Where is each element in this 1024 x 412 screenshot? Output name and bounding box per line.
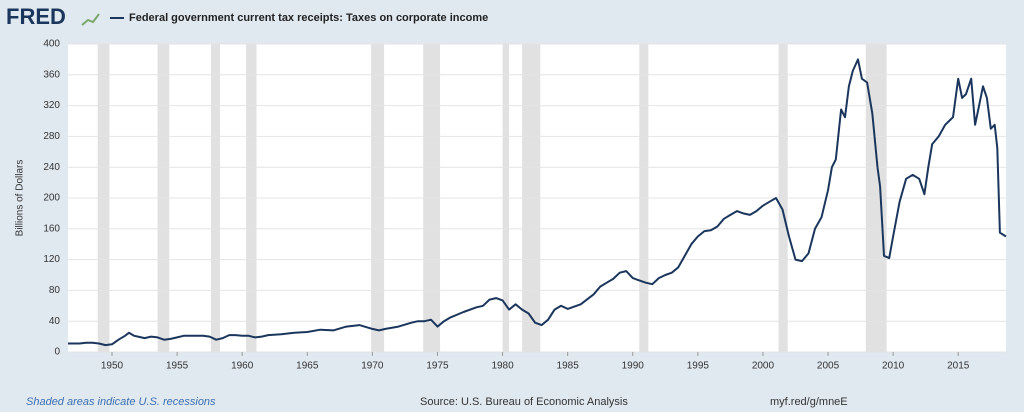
legend-label: Federal government current tax receipts:… — [129, 12, 488, 24]
logo-icon — [81, 13, 100, 26]
y-tick-label: 160 — [43, 223, 60, 234]
x-tick-label: 2010 — [882, 361, 905, 372]
x-tick-label: 1995 — [687, 361, 710, 372]
x-tick-label: 1960 — [231, 361, 254, 372]
y-tick-label: 200 — [43, 193, 60, 204]
y-tick-label: 40 — [49, 316, 61, 327]
y-tick-label: 240 — [43, 162, 60, 173]
x-tick-label: 1955 — [166, 361, 189, 372]
logo: FRED — [6, 4, 66, 29]
y-tick-label: 400 — [43, 39, 60, 50]
short-link[interactable]: myf.red/g/mneE — [770, 396, 848, 408]
x-tick-label: 1975 — [426, 361, 449, 372]
x-tick-label: 1965 — [296, 361, 319, 372]
x-tick-label: 1990 — [622, 361, 645, 372]
x-tick-label: 1970 — [361, 361, 384, 372]
x-tick-label: 1950 — [101, 361, 124, 372]
y-tick-label: 80 — [49, 285, 61, 296]
x-tick-label: 2000 — [752, 361, 775, 372]
y-tick-label: 0 — [54, 347, 60, 358]
x-tick-label: 2005 — [817, 361, 840, 372]
y-tick-label: 320 — [43, 100, 60, 111]
x-tick-label: 1985 — [557, 361, 580, 372]
data-line — [68, 58, 1007, 347]
y-tick-label: 280 — [43, 131, 60, 142]
y-axis-label: Billions of Dollars — [15, 160, 26, 237]
source: Source: U.S. Bureau of Economic Analysis — [420, 396, 628, 408]
x-tick-label: 2015 — [947, 361, 970, 372]
x-tick-label: 1980 — [491, 361, 514, 372]
y-tick-label: 360 — [43, 69, 60, 80]
recession-note[interactable]: Shaded areas indicate U.S. recessions — [26, 396, 216, 408]
y-tick-label: 120 — [43, 254, 60, 265]
